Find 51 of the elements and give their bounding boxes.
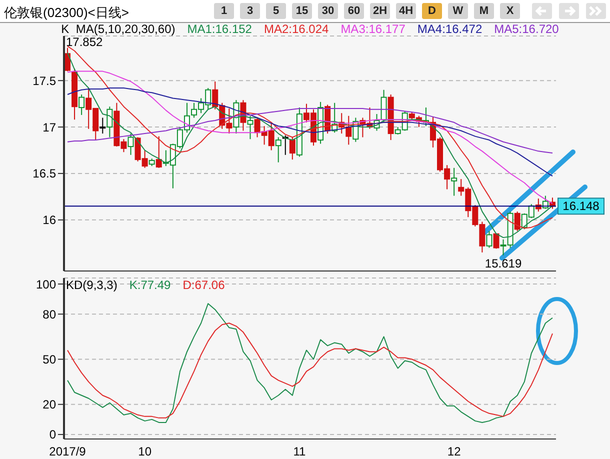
line-series [67, 322, 553, 418]
legend-title: K MA(5,10,20,30,60) [61, 22, 176, 36]
candlestick [486, 230, 492, 248]
text: 60 [344, 3, 364, 19]
annotation: 15.619 [484, 256, 522, 270]
text: 15 [292, 3, 312, 19]
y-tick-label: 80 [42, 307, 56, 322]
text: MA2:16.024 [264, 22, 329, 36]
y-tick-label: 50 [42, 352, 56, 367]
text: M [474, 3, 494, 19]
x-tick-label: 10 [138, 444, 152, 459]
candlestick [514, 211, 520, 232]
x-tick-label: 12 [447, 444, 462, 459]
legend-title: KD(9,3,3) [66, 278, 118, 292]
annotation: 17.852 [66, 35, 103, 49]
y-tick-label: 16 [42, 213, 56, 228]
text: MA4:16.472 [417, 22, 482, 36]
candlestick [156, 136, 162, 168]
text: 1 [214, 3, 234, 19]
text: MA5:16.720 [494, 22, 559, 36]
text: 5 [266, 3, 286, 19]
x-tick-label: 2017/9 [49, 444, 86, 459]
text: D:67.06 [182, 278, 225, 292]
candlestick [380, 89, 387, 123]
text: 30 [318, 3, 338, 19]
candlestick [247, 115, 254, 140]
text: X [500, 3, 520, 19]
y-tick-label: 20 [42, 398, 56, 412]
y-tick-label: 0 [49, 428, 56, 442]
text: MA1:16.152 [187, 22, 252, 36]
text: MA3:16.177 [340, 22, 406, 36]
candlestick [451, 167, 458, 196]
candlestick [289, 136, 296, 160]
y-tick-label: 16.5 [32, 166, 56, 181]
text: 4H [396, 3, 416, 19]
text: W [448, 3, 468, 19]
candlestick [275, 136, 282, 163]
y-tick-label: 17 [42, 120, 56, 134]
candlestick [78, 94, 85, 116]
candlestick [128, 133, 134, 156]
ref-line-label: 16.148 [562, 199, 600, 214]
line-series [67, 303, 553, 423]
text: 3 [240, 3, 260, 19]
chart-title: 伦敦银(02300)<日线> [4, 4, 129, 22]
text: 2H [370, 3, 390, 19]
y-tick-label: 17.5 [32, 74, 56, 88]
text: D [422, 3, 442, 19]
x-tick-label: 11 [293, 444, 306, 459]
text: K:77.49 [129, 278, 171, 292]
line-series [67, 88, 553, 177]
y-tick-label: 100 [36, 277, 56, 292]
